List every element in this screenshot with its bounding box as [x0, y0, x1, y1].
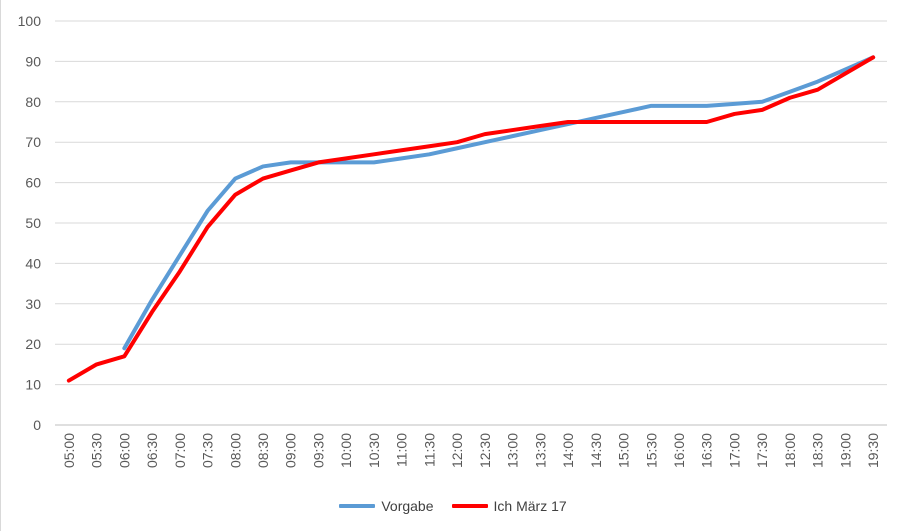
x-tick-label-0930: 09:30 [310, 433, 326, 468]
y-tick-label-30: 30 [25, 296, 41, 312]
y-tick-label-10: 10 [25, 377, 41, 393]
y-tick-label-100: 100 [18, 13, 42, 29]
x-tick-label-1630: 16:30 [699, 433, 715, 468]
x-tick-label-1600: 16:00 [671, 433, 687, 468]
x-tick-label-0900: 09:00 [283, 433, 299, 468]
x-tick-label-1230: 12:30 [477, 433, 493, 468]
x-tick-label-0630: 06:30 [144, 433, 160, 468]
x-tick-label-1300: 13:00 [505, 433, 521, 468]
x-tick-label-1400: 14:00 [560, 433, 576, 468]
x-tick-label-1430: 14:30 [588, 433, 604, 468]
x-tick-label-1700: 17:00 [726, 433, 742, 468]
y-tick-label-70: 70 [25, 134, 41, 150]
legend-item-series-2: Ich März 17 [451, 498, 567, 514]
x-tick-label-1330: 13:30 [532, 433, 548, 468]
x-tick-label-0700: 07:00 [172, 433, 188, 468]
x-tick-label-0500: 05:00 [61, 433, 77, 468]
x-tick-label-1100: 11:00 [394, 433, 410, 467]
x-tick-label-1830: 18:30 [810, 433, 826, 468]
x-tick-label-1930: 19:30 [865, 433, 881, 468]
x-tick-label-1800: 18:00 [782, 433, 798, 468]
x-tick-label-1200: 12:00 [449, 433, 465, 468]
y-tick-label-90: 90 [25, 53, 41, 69]
x-tick-label-0800: 08:00 [227, 433, 243, 468]
legend-label-series-2: Ich März 17 [493, 498, 567, 514]
x-tick-label-1130: 11:30 [421, 433, 437, 467]
legend-label-series-1: Vorgabe [381, 498, 434, 514]
legend-swatch-series-1 [339, 504, 376, 508]
x-tick-label-0730: 07:30 [200, 433, 216, 468]
series-line-2 [66, 55, 876, 383]
x-tick-label-0830: 08:30 [255, 433, 271, 468]
x-tick-label-1530: 15:30 [643, 433, 659, 468]
x-tick-label-1030: 10:30 [366, 433, 382, 468]
x-tick-label-1500: 15:00 [616, 433, 632, 468]
x-tick-label-1000: 10:00 [338, 433, 354, 468]
x-tick-label-1730: 17:30 [754, 433, 770, 468]
x-tick-label-0530: 05:30 [89, 433, 105, 468]
y-tick-label-50: 50 [25, 215, 41, 231]
y-tick-label-20: 20 [25, 336, 41, 352]
y-tick-label-60: 60 [25, 175, 41, 191]
x-tick-label-0600: 06:00 [116, 433, 132, 468]
legend: Vorgabe Ich März 17 [1, 494, 904, 518]
y-tick-label-40: 40 [25, 255, 41, 271]
legend-item-series-1: Vorgabe [339, 498, 434, 514]
series-line-1 [122, 55, 876, 351]
legend-swatch-series-2 [451, 504, 488, 508]
x-tick-label-1900: 19:00 [837, 433, 853, 468]
y-tick-label-80: 80 [25, 94, 41, 110]
y-tick-label-0: 0 [33, 417, 41, 433]
